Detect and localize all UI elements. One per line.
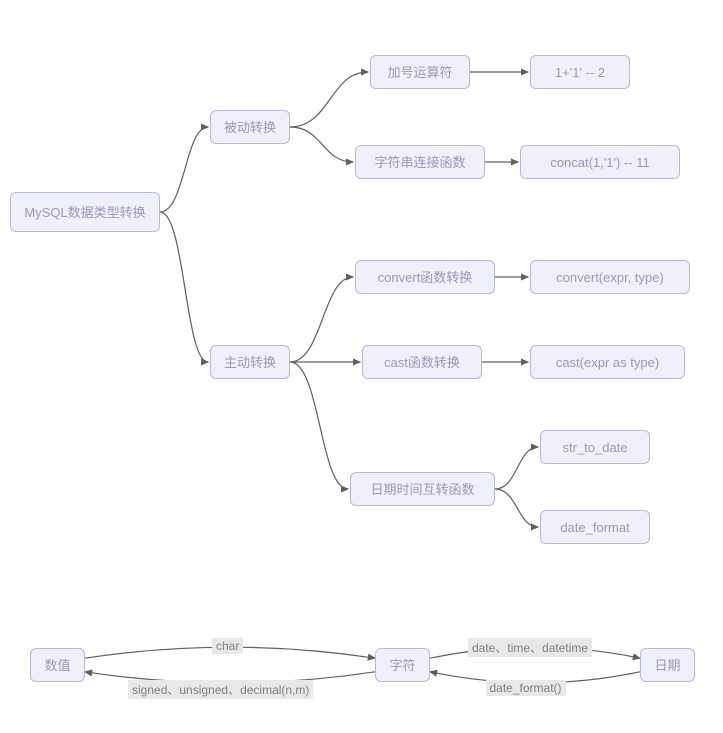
node-n2b: cast函数转换	[362, 345, 482, 379]
edge-label-2: date、time、datetime	[468, 638, 592, 657]
edge-root-n1	[160, 127, 208, 212]
node-b2: 字符	[375, 648, 430, 682]
node-n2c: 日期时间互转函数	[350, 472, 495, 506]
node-n1b: 字符串连接函数	[355, 145, 485, 179]
node-n2a1: convert(expr, type)	[530, 260, 690, 294]
edge-n2c-n2c2	[495, 489, 538, 527]
edge-n2c-n2c1	[495, 447, 538, 489]
node-b3: 日期	[640, 648, 695, 682]
node-n1a1: 1+'1' -- 2	[530, 55, 630, 89]
edge-label-0: char	[212, 638, 243, 654]
edge-label-1: signed、unsigned、decimal(n,m)	[128, 680, 313, 699]
edge-n1-n1a	[290, 72, 368, 127]
node-n2c1: str_to_date	[540, 430, 650, 464]
node-n1a: 加号运算符	[370, 55, 470, 89]
edge-label-3: date_format()	[486, 680, 566, 696]
node-b1: 数值	[30, 648, 85, 682]
node-n1b1: concat(1,'1') -- 11	[520, 145, 680, 179]
edge-root-n2	[160, 212, 208, 362]
node-n2c2: date_format	[540, 510, 650, 544]
node-n1: 被动转换	[210, 110, 290, 144]
node-n2b1: cast(expr as type)	[530, 345, 685, 379]
node-n2: 主动转换	[210, 345, 290, 379]
edge-n2-n2c	[290, 362, 348, 489]
edge-n1-n1b	[290, 127, 353, 162]
node-root: MySQL数据类型转换	[10, 192, 160, 232]
node-n2a: convert函数转换	[355, 260, 495, 294]
edge-n2-n2a	[290, 277, 353, 362]
